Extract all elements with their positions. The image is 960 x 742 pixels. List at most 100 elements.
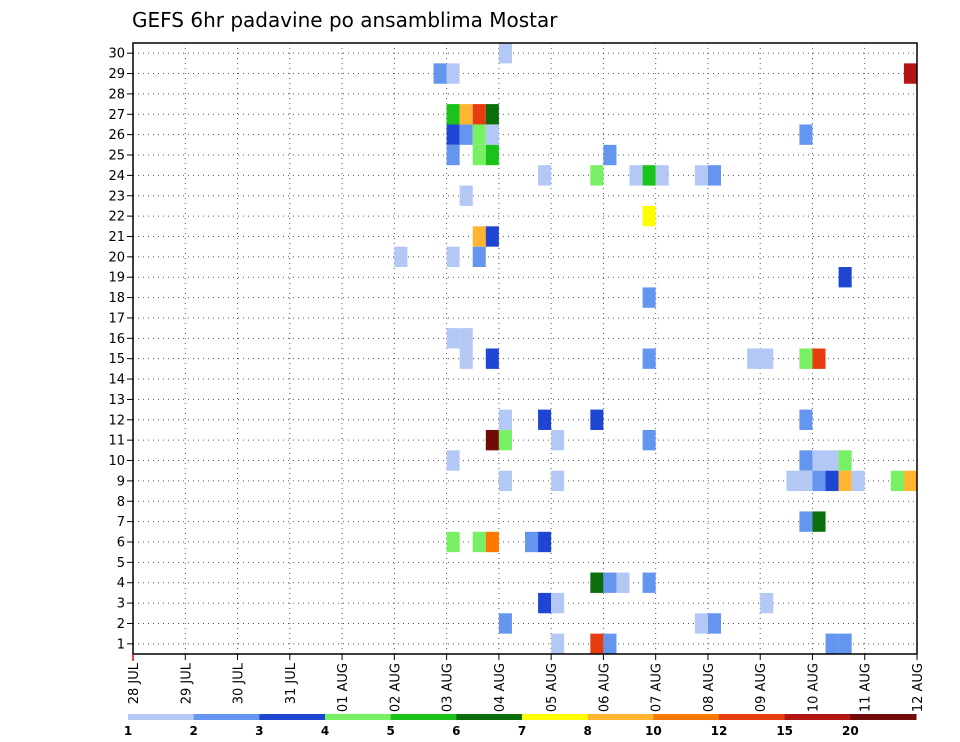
- heatmap-cell: [694, 165, 708, 186]
- heatmap-cell: [812, 470, 826, 492]
- heatmap-cell: [903, 63, 917, 84]
- heatmap-cell: [459, 328, 473, 349]
- x-tick-label: 31 JUL: [284, 662, 299, 704]
- legend-swatch: [784, 714, 851, 720]
- heatmap-cell: [551, 470, 565, 492]
- plot-frame: [132, 42, 918, 655]
- heatmap-cell: [655, 165, 669, 186]
- y-tick-label: 4: [117, 576, 125, 591]
- y-tick-label: 25: [108, 149, 125, 164]
- x-tick-label: 30 JUL: [232, 662, 247, 704]
- heatmap-cell: [760, 592, 774, 614]
- heatmap-cell: [642, 287, 656, 308]
- heatmap-cell: [799, 124, 813, 145]
- heatmap-cell: [799, 348, 813, 369]
- heatmap-cell: [446, 450, 460, 471]
- heatmap-cell: [538, 409, 552, 430]
- heatmap-cell: [590, 633, 604, 654]
- legend-swatch: [193, 714, 260, 720]
- legend-label: 15: [776, 724, 793, 738]
- heatmap-cell: [433, 63, 447, 84]
- heatmap-cell: [538, 165, 552, 186]
- heatmap-cell: [459, 104, 473, 125]
- heatmap-cell: [485, 531, 499, 553]
- heatmap-cell: [590, 165, 604, 186]
- y-tick-label: 14: [108, 373, 125, 388]
- y-tick-label: 30: [108, 47, 125, 62]
- y-tick-label: 2: [117, 617, 125, 632]
- legend-swatch: [325, 714, 392, 720]
- x-tick-label: 05 AUG: [545, 663, 560, 712]
- heatmap-cell: [707, 613, 721, 634]
- legend-swatch: [259, 714, 326, 720]
- legend-label: 4: [321, 724, 329, 738]
- heatmap-cell: [446, 124, 460, 145]
- heatmap-cell: [694, 613, 708, 634]
- y-tick-label: 11: [108, 434, 125, 449]
- legend-swatch: [653, 714, 720, 720]
- heatmap-cell: [498, 613, 512, 634]
- y-tick-label: 29: [108, 67, 125, 82]
- heatmap-cell: [525, 531, 539, 553]
- legend-label: 7: [518, 724, 526, 738]
- heatmap-cell: [825, 470, 839, 492]
- x-tick-label: 01 AUG: [336, 663, 351, 712]
- heatmap-cell: [903, 470, 917, 492]
- heatmap-cell: [538, 531, 552, 553]
- chart-title: GEFS 6hr padavine po ansamblima Mostar: [132, 8, 558, 32]
- y-tick-label: 20: [108, 250, 125, 265]
- heatmap-cell: [551, 429, 565, 451]
- legend-label: 20: [842, 724, 859, 738]
- heatmap-cell: [498, 470, 512, 492]
- y-tick-label: 13: [108, 393, 125, 408]
- heatmap-cell: [538, 592, 552, 614]
- y-tick-label: 19: [108, 271, 125, 286]
- legend-label: 1: [124, 724, 132, 738]
- y-tick-label: 27: [108, 108, 125, 123]
- heatmap-cell: [707, 165, 721, 186]
- x-tick-label: 04 AUG: [493, 663, 508, 712]
- legend-swatch: [587, 714, 654, 720]
- heatmap-cell: [838, 450, 852, 471]
- legend-label: 3: [255, 724, 263, 738]
- heatmap-cell: [485, 226, 499, 247]
- y-tick-label: 8: [117, 495, 125, 510]
- heatmap-cell: [472, 226, 486, 247]
- heatmap-cell: [851, 470, 865, 492]
- heatmap-cell: [760, 348, 774, 369]
- x-tick-label: 09 AUG: [754, 663, 769, 712]
- heatmap-cell: [812, 348, 826, 369]
- heatmap-cell: [890, 470, 904, 492]
- legend-label: 8: [583, 724, 591, 738]
- heatmap-cell: [642, 205, 656, 227]
- x-tick-label: 08 AUG: [702, 663, 717, 712]
- legend-label: 6: [452, 724, 460, 738]
- heatmap-cell: [498, 429, 512, 451]
- heatmap-cell: [747, 348, 761, 369]
- heatmap-cell: [394, 246, 408, 268]
- legend-swatch: [390, 714, 457, 720]
- y-tick-label: 10: [108, 454, 125, 469]
- heatmap-cell: [799, 409, 813, 430]
- heatmap-cell: [472, 124, 486, 145]
- heatmap-cell: [446, 531, 460, 553]
- heatmap-cell: [459, 124, 473, 145]
- legend-label: 12: [711, 724, 728, 738]
- heatmap-cell: [799, 511, 813, 532]
- y-tick-label: 6: [117, 535, 125, 550]
- y-tick-label: 17: [108, 311, 125, 326]
- heatmap-cell: [551, 592, 565, 614]
- x-tick-label: 12 AUG: [911, 663, 926, 712]
- heatmap-cell: [446, 328, 460, 349]
- heatmap-cell: [498, 409, 512, 430]
- heatmap-cell: [446, 104, 460, 125]
- heatmap-cell: [459, 348, 473, 369]
- heatmap-cell: [838, 633, 852, 654]
- heatmap-cell: [825, 633, 839, 654]
- heatmap-cell: [642, 165, 656, 186]
- x-tick-label: 29 JUL: [179, 662, 194, 704]
- y-tick-label: 26: [108, 128, 125, 143]
- y-tick-label: 9: [117, 474, 125, 489]
- y-tick-label: 3: [117, 597, 125, 612]
